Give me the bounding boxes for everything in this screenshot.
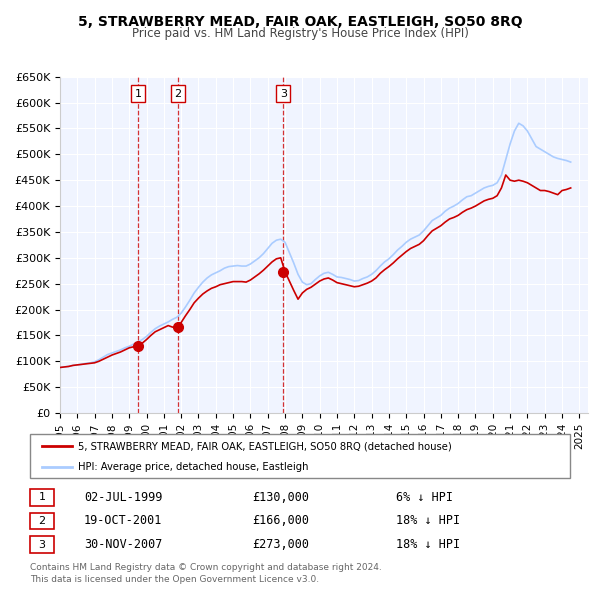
Text: 6% ↓ HPI: 6% ↓ HPI (396, 491, 453, 504)
Text: HPI: Average price, detached house, Eastleigh: HPI: Average price, detached house, East… (78, 462, 308, 472)
Text: 19-OCT-2001: 19-OCT-2001 (84, 514, 163, 527)
Text: 1: 1 (134, 88, 142, 99)
Text: 3: 3 (38, 540, 46, 549)
Text: 2: 2 (38, 516, 46, 526)
Text: 3: 3 (280, 88, 287, 99)
Text: 2: 2 (174, 88, 181, 99)
Text: This data is licensed under the Open Government Licence v3.0.: This data is licensed under the Open Gov… (30, 575, 319, 584)
Text: 18% ↓ HPI: 18% ↓ HPI (396, 514, 460, 527)
Text: 02-JUL-1999: 02-JUL-1999 (84, 491, 163, 504)
Text: £130,000: £130,000 (252, 491, 309, 504)
Text: 5, STRAWBERRY MEAD, FAIR OAK, EASTLEIGH, SO50 8RQ (detached house): 5, STRAWBERRY MEAD, FAIR OAK, EASTLEIGH,… (78, 441, 452, 451)
Text: £166,000: £166,000 (252, 514, 309, 527)
Text: 1: 1 (38, 493, 46, 502)
Text: 30-NOV-2007: 30-NOV-2007 (84, 538, 163, 551)
Text: Contains HM Land Registry data © Crown copyright and database right 2024.: Contains HM Land Registry data © Crown c… (30, 563, 382, 572)
Text: 5, STRAWBERRY MEAD, FAIR OAK, EASTLEIGH, SO50 8RQ: 5, STRAWBERRY MEAD, FAIR OAK, EASTLEIGH,… (77, 15, 523, 29)
Text: Price paid vs. HM Land Registry's House Price Index (HPI): Price paid vs. HM Land Registry's House … (131, 27, 469, 40)
Text: 18% ↓ HPI: 18% ↓ HPI (396, 538, 460, 551)
Text: £273,000: £273,000 (252, 538, 309, 551)
